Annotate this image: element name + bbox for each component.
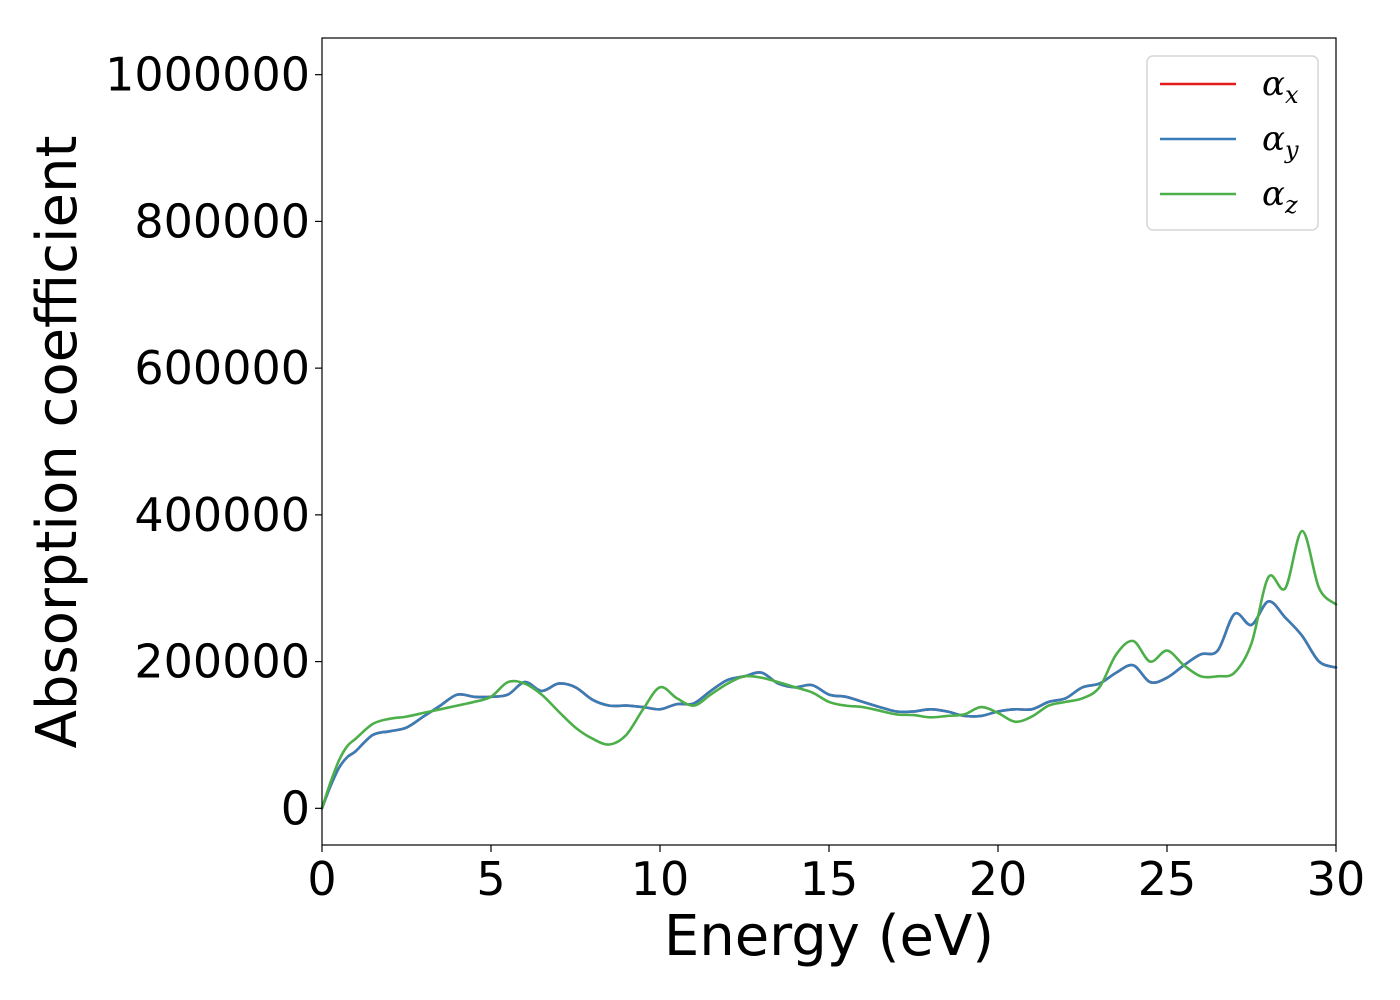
x-tick-label: 20 <box>969 852 1028 906</box>
y-tick-label: 200000 <box>134 635 310 689</box>
y-axis-title: Absorption coefficient <box>25 136 90 749</box>
y-tick-label: 1000000 <box>105 48 310 102</box>
x-tick-label: 25 <box>1138 852 1197 906</box>
x-tick-label: 15 <box>800 852 859 906</box>
x-tick-label: 5 <box>476 852 505 906</box>
legend-entries: αx αy αz <box>1160 64 1299 219</box>
x-tick-label: 30 <box>1307 852 1366 906</box>
series-layer <box>320 529 1338 810</box>
x-axis-ticks: 0 5 10 15 20 25 30 <box>307 845 1365 906</box>
series-line-y <box>320 600 1338 810</box>
legend-box <box>1146 55 1319 231</box>
y-tick-label: 400000 <box>134 488 310 542</box>
y-tick-label: 0 <box>281 781 310 835</box>
series-line-x <box>320 600 1338 810</box>
y-axis-ticks: 0 200000 400000 600000 800000 1000000 <box>105 48 322 835</box>
x-tick-label: 10 <box>631 852 690 906</box>
legend-label-x: αx <box>1262 64 1299 109</box>
legend-label-z: αz <box>1262 174 1298 219</box>
y-tick-label: 800000 <box>134 194 310 248</box>
legend-label-y: αy <box>1262 119 1299 164</box>
x-tick-label: 0 <box>307 852 336 906</box>
x-axis-title: Energy (eV) <box>664 904 994 969</box>
y-tick-label: 600000 <box>134 341 310 395</box>
legend: αx αy αz <box>1146 55 1319 231</box>
series-line-z <box>320 529 1338 810</box>
